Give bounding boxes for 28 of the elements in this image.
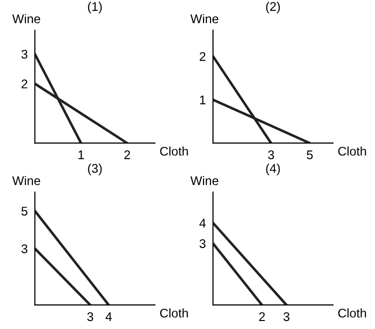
y-axis-title: Wine	[12, 176, 40, 186]
chart-title: (4)	[266, 164, 280, 176]
y-axis-title: Wine	[12, 14, 40, 24]
x-tick-label: 3	[268, 150, 274, 160]
x-tick-label: 5	[306, 150, 313, 160]
y-tick-label: 1	[200, 96, 206, 104]
y-tick-label: 3	[21, 244, 28, 254]
y-tick-label: 4	[199, 218, 206, 228]
y-tick-label: 3	[21, 50, 28, 59]
x-tick-label: 4	[106, 312, 112, 321]
y-axis-title: Wine	[190, 14, 218, 24]
y-tick-label: 2	[22, 80, 28, 88]
x-tick-label: 2	[259, 312, 265, 321]
chart-title: (1)	[88, 2, 102, 14]
x-axis-title: Cloth	[160, 308, 188, 318]
x-axis-title: Cloth	[338, 146, 366, 156]
x-tick-label: 3	[87, 312, 94, 322]
x-tick-label: 1	[78, 150, 84, 160]
y-tick-label: 3	[200, 239, 206, 248]
y-tick-label: 5	[21, 206, 28, 216]
chart-title: (2)	[266, 2, 280, 14]
x-tick-label: 2	[124, 150, 130, 160]
y-tick-label: 2	[200, 52, 206, 61]
chart-title: (3)	[88, 164, 102, 176]
x-axis-title: Cloth	[160, 146, 188, 156]
x-axis-title: Cloth	[338, 308, 366, 318]
y-axis-title: Wine	[190, 176, 218, 186]
x-tick-label: 3	[283, 312, 290, 322]
